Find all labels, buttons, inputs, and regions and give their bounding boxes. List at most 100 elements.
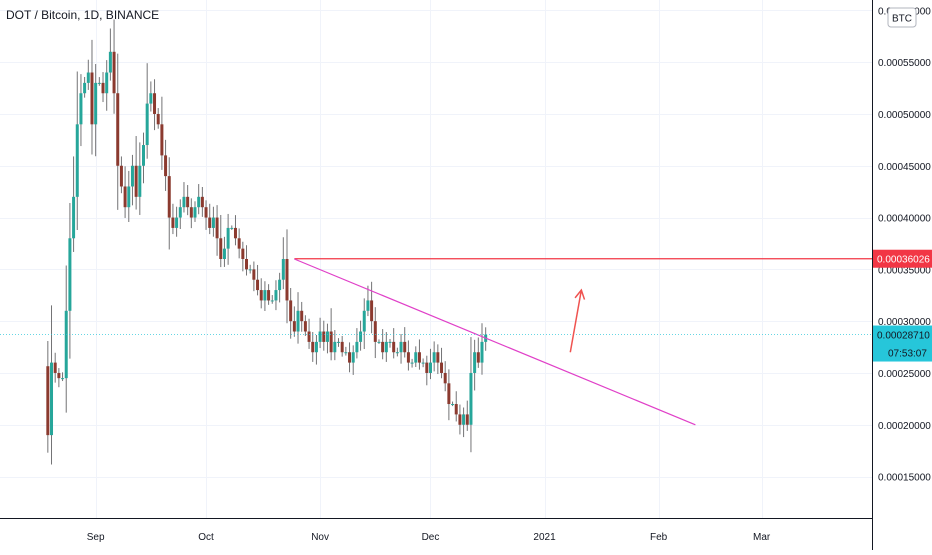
candle [300,301,304,332]
candle-body [252,269,256,280]
price-badges: 0.00036026 0.00028710 07:53:07 [873,249,932,362]
time-tick-label: Feb [650,532,668,543]
drawings[interactable] [0,258,872,426]
candle-body [108,51,112,73]
candle [241,241,245,272]
candle [421,358,425,368]
candle [83,76,87,98]
candle [403,327,407,358]
candle-body [226,227,230,249]
price-tick-label: 0.00020000 [878,421,931,432]
candle [226,213,230,265]
candle [447,369,451,421]
candle-body [138,165,142,197]
candle-body [267,290,271,301]
candle-body [61,378,65,380]
candle-body [281,259,285,280]
candle [230,225,234,230]
candle-body [432,352,436,363]
candle-body [193,207,197,218]
candle [451,401,455,407]
candle [75,71,79,230]
candle-body [344,352,348,354]
candle [204,200,208,230]
arrow-shaft [569,289,583,353]
price-tick-label: 0.00045000 [878,162,931,173]
candle-body [399,341,403,353]
candles [46,19,488,465]
candle-body [230,227,234,229]
candle-body [215,217,219,239]
candle [281,237,285,290]
candle-body [340,341,344,353]
candle [160,96,164,170]
time-tick-label: 2021 [533,532,556,543]
candle [366,285,370,317]
candle [333,330,337,361]
time-axis[interactable]: Sep Oct Nov Dec 2021 Feb Mar [87,532,771,543]
candle [476,337,480,368]
up-arrow[interactable] [569,288,586,353]
candle [197,184,201,215]
price-tick-label: 0.00015000 [878,473,931,484]
candle [149,81,153,112]
candle-body [219,238,223,259]
candle-body [307,331,311,342]
candle [130,154,134,206]
candle-body [469,372,473,425]
candle-body [451,404,455,406]
candle [318,317,322,349]
last-price-text: 0.00028710 [877,331,930,342]
resistance-price-badge: 0.00036026 [873,249,932,268]
candle-body [454,404,458,415]
candle [395,347,399,357]
candle-body [311,341,315,353]
candle [355,328,359,359]
candle-body [263,290,267,301]
candle-body [53,362,57,373]
candle [233,215,237,246]
currency-label[interactable]: BTC [892,14,912,25]
candle [340,335,344,357]
candle [307,318,311,349]
candle-body [50,362,54,436]
candle-body [90,72,94,125]
candle-body [377,341,381,343]
symbol-title: DOT / Bitcoin, 1D, BINANCE [6,8,160,22]
candle [79,74,83,147]
candle-body [447,383,451,405]
currency-button-box[interactable] [887,7,917,28]
candle [108,28,112,81]
candle [68,203,72,359]
last-price-badge-bg [873,325,932,362]
candle [46,341,50,453]
candle [175,206,179,237]
currency-button[interactable]: BTC [887,7,917,28]
candle-body [351,352,355,363]
candle-body [443,372,447,384]
trend-line[interactable] [294,258,696,426]
candle-body [189,207,193,218]
candle-body [233,227,237,239]
candle-body [119,165,123,187]
candle [296,292,300,344]
candle [348,342,352,373]
candle-body [130,165,134,187]
candle [245,245,249,276]
candle-body [366,300,370,311]
candle-body [476,352,480,363]
candle-body [134,165,138,197]
candle [90,39,94,155]
candle [322,320,326,351]
candle-body [300,310,304,322]
candle [270,295,274,304]
candle-body [248,269,252,271]
candle-body [325,331,329,342]
candle-body [156,113,160,125]
candle-body [359,331,363,342]
candle-body [421,362,425,364]
candle-body [278,279,282,291]
candle-body [164,155,168,177]
